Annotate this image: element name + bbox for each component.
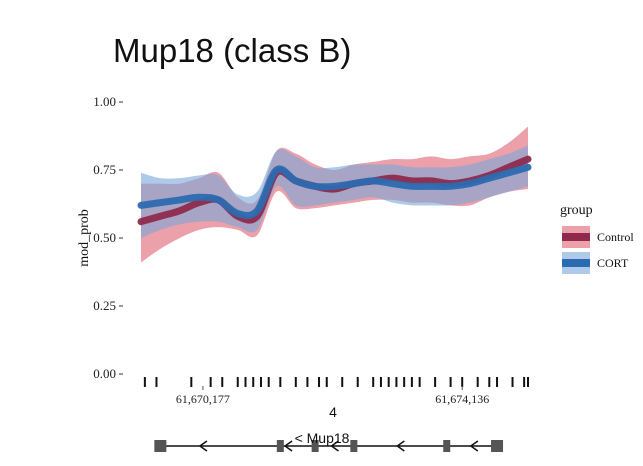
strand-arrow: [469, 440, 479, 452]
cpg-site-ticks: [143, 377, 529, 387]
genomic-position-labels: 61,670,177 61,674,136: [176, 386, 489, 406]
y-axis: 0.00 0.25 0.50 0.75 1.00: [93, 94, 123, 381]
y-tick-label: 0.25: [93, 298, 116, 313]
position-label: 61,670,177: [176, 392, 230, 406]
y-tick-label: 1.00: [93, 94, 116, 109]
chromosome-label: 4: [329, 404, 337, 420]
strand-arrow: [283, 440, 293, 452]
legend-label-control: Control: [597, 230, 634, 244]
position-label: 61,674,136: [435, 392, 489, 406]
strand-arrow: [330, 440, 339, 452]
legend-title: group: [560, 203, 593, 218]
chart-title: Mup18 (class B): [113, 32, 351, 69]
exon-block: [443, 440, 451, 452]
y-tick-label: 0.50: [93, 230, 116, 245]
gene-track: [154, 440, 504, 452]
legend-label-cort: CORT: [597, 256, 629, 270]
exon-block: [311, 440, 319, 452]
exon-block: [276, 440, 284, 452]
gene-label: < Mup18: [295, 430, 350, 446]
legend: group Control CORT: [560, 203, 634, 274]
y-tick-label: 0.00: [93, 366, 116, 381]
strand-arrow: [395, 440, 405, 452]
strand-arrow: [198, 440, 208, 452]
exon-block: [350, 440, 358, 452]
series-lines: [137, 155, 532, 226]
line-cort: [137, 163, 532, 220]
exon-block: [491, 440, 504, 452]
y-tick-label: 0.75: [93, 162, 116, 177]
exon-block: [154, 440, 167, 452]
y-axis-title: mod_prob: [77, 209, 92, 267]
